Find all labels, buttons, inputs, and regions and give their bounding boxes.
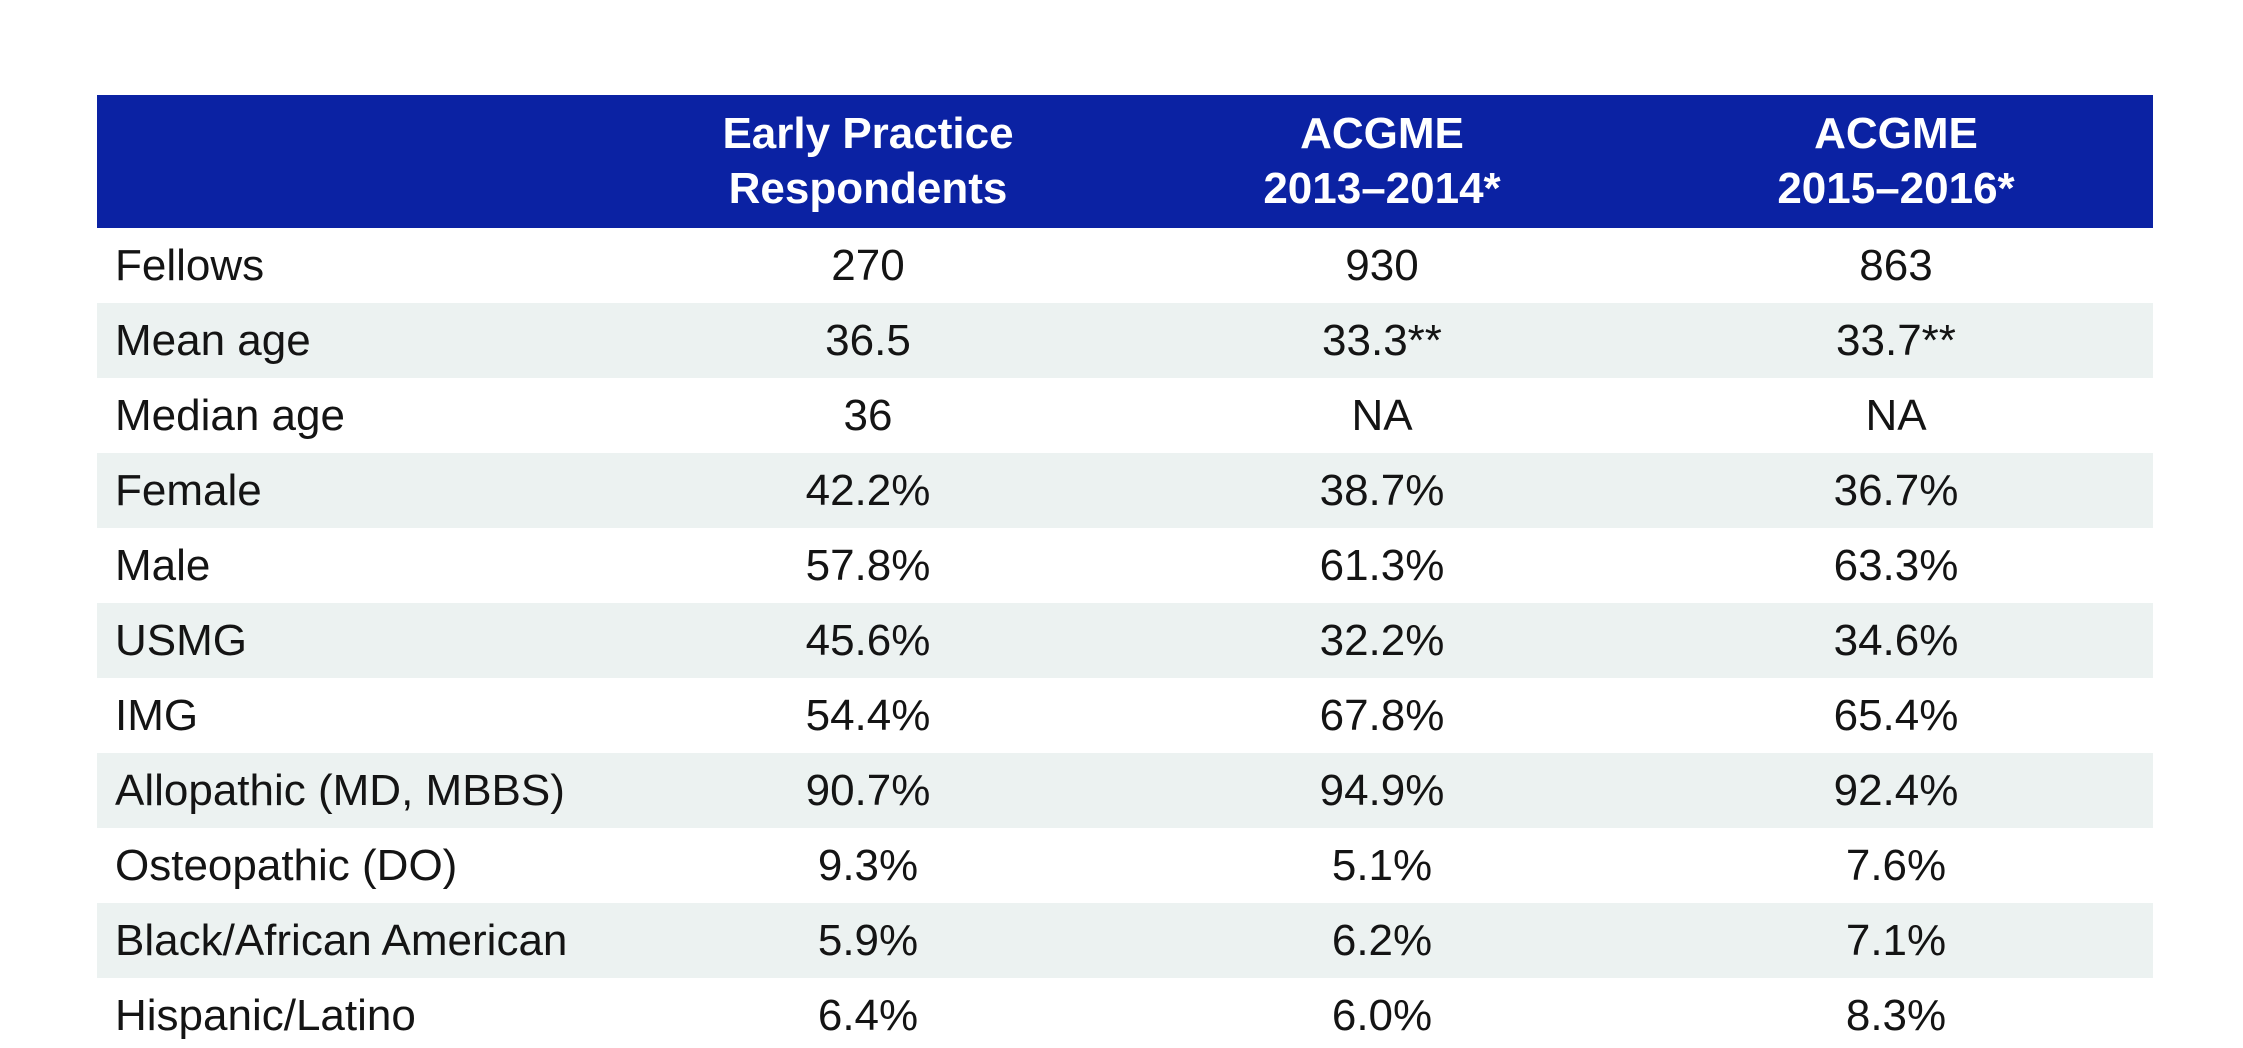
- row-label: Median age: [115, 390, 345, 440]
- row-value: 33.3**: [1322, 315, 1442, 365]
- table-row: IMG 54.4% 67.8% 65.4%: [97, 678, 2153, 753]
- table-row: Female 42.2% 38.7% 36.7%: [97, 453, 2153, 528]
- row-value: 5.1%: [1331, 840, 1433, 890]
- row-value: 930: [1345, 240, 1419, 290]
- row-value: 863: [1859, 240, 1933, 290]
- row-value: 45.6%: [805, 615, 931, 665]
- row-value: 36.7%: [1833, 465, 1959, 515]
- header-line-1: Early Practice: [722, 108, 1014, 158]
- row-value: 6.4%: [817, 990, 919, 1040]
- row-label: Male: [115, 540, 211, 590]
- row-value: 36: [843, 390, 893, 440]
- row-value: 65.4%: [1833, 690, 1959, 740]
- header-line-2: Respondents: [728, 163, 1008, 213]
- row-value: 5.9%: [817, 915, 919, 965]
- row-label: Black/African American: [115, 915, 568, 965]
- row-value: 7.1%: [1845, 915, 1947, 965]
- header-cell-empty: [97, 95, 611, 228]
- table-body: Fellows 270 930 863 Mean age 36.5 33.3** 33.7**…: [97, 228, 2153, 1048]
- header-cell-acgme-2015-2016: ACGME 2015–2016*: [1639, 95, 2153, 228]
- row-value: NA: [1865, 390, 1927, 440]
- header-row: Early Practice Respondents ACGME 2013–20…: [97, 95, 2153, 228]
- header-line-2: 2015–2016*: [1777, 163, 2015, 213]
- header-line-1: ACGME: [1300, 108, 1464, 158]
- row-value: 7.6%: [1845, 840, 1947, 890]
- row-value: NA: [1351, 390, 1413, 440]
- row-value: 42.2%: [805, 465, 931, 515]
- row-value: 32.2%: [1319, 615, 1445, 665]
- table-row: Fellows 270 930 863: [97, 228, 2153, 303]
- row-value: 92.4%: [1833, 765, 1959, 815]
- demographics-table: Early Practice Respondents ACGME 2013–20…: [97, 95, 2153, 1048]
- row-value: 63.3%: [1833, 540, 1959, 590]
- table-row: Allopathic (MD, MBBS) 90.7% 94.9% 92.4%: [97, 753, 2153, 828]
- table-row: Male 57.8% 61.3% 63.3%: [97, 528, 2153, 603]
- row-label: Allopathic (MD, MBBS): [115, 765, 565, 815]
- row-label: Female: [115, 465, 262, 515]
- row-value: 6.0%: [1331, 990, 1433, 1040]
- row-label: Mean age: [115, 315, 311, 365]
- row-value: 38.7%: [1319, 465, 1445, 515]
- table-row: Black/African American 5.9% 6.2% 7.1%: [97, 903, 2153, 978]
- table-row: Hispanic/Latino 6.4% 6.0% 8.3%: [97, 978, 2153, 1048]
- row-value: 67.8%: [1319, 690, 1445, 740]
- header-cell-early-practice-respondents: Early Practice Respondents: [611, 95, 1125, 228]
- row-value: 9.3%: [817, 840, 919, 890]
- row-value: 57.8%: [805, 540, 931, 590]
- row-value: 8.3%: [1845, 990, 1947, 1040]
- row-value: 34.6%: [1833, 615, 1959, 665]
- row-label: Hispanic/Latino: [115, 990, 416, 1040]
- row-label: Osteopathic (DO): [115, 840, 458, 890]
- row-value: 33.7**: [1836, 315, 1956, 365]
- row-value: 94.9%: [1319, 765, 1445, 815]
- table-row: USMG 45.6% 32.2% 34.6%: [97, 603, 2153, 678]
- table-row: Mean age 36.5 33.3** 33.7**: [97, 303, 2153, 378]
- table-row: Median age 36 NA NA: [97, 378, 2153, 453]
- row-label: USMG: [115, 615, 247, 665]
- row-value: 54.4%: [805, 690, 931, 740]
- row-value: 270: [831, 240, 905, 290]
- row-value: 6.2%: [1331, 915, 1433, 965]
- row-label: Fellows: [115, 240, 265, 290]
- table-row: Osteopathic (DO) 9.3% 5.1% 7.6%: [97, 828, 2153, 903]
- table-header: Early Practice Respondents ACGME 2013–20…: [97, 95, 2153, 228]
- row-value: 90.7%: [805, 765, 931, 815]
- row-label: IMG: [115, 690, 199, 740]
- header-cell-acgme-2013-2014: ACGME 2013–2014*: [1125, 95, 1639, 228]
- header-line-1: ACGME: [1814, 108, 1978, 158]
- header-line-2: 2013–2014*: [1263, 163, 1501, 213]
- row-value: 36.5: [825, 315, 911, 365]
- row-value: 61.3%: [1319, 540, 1445, 590]
